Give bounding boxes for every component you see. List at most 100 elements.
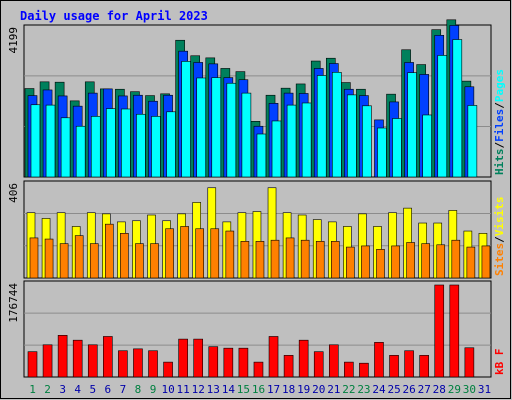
bar-sites-day-28 bbox=[436, 244, 446, 279]
x-label-day-1: 1 bbox=[29, 383, 36, 396]
bar-sites-day-12 bbox=[195, 228, 205, 279]
kbytes-panel: 176744 kB F bbox=[7, 280, 506, 378]
bar-kbytes-day-20 bbox=[313, 351, 324, 378]
bar-sites-day-7 bbox=[120, 233, 129, 279]
x-label-day-13: 13 bbox=[207, 383, 220, 396]
x-label-day-14: 14 bbox=[222, 383, 236, 396]
bar-pages-day-16 bbox=[256, 133, 267, 178]
bar-sites-day-8 bbox=[135, 243, 144, 279]
kbytes-ymax-label: 176744 bbox=[7, 283, 20, 323]
x-label-day-3: 3 bbox=[59, 383, 66, 396]
bar-sites-day-9 bbox=[150, 243, 159, 279]
x-label-day-29: 29 bbox=[448, 383, 461, 396]
bar-pages-day-2 bbox=[45, 104, 56, 178]
bar-pages-day-7 bbox=[121, 108, 131, 178]
bar-kbytes-day-8 bbox=[133, 348, 143, 378]
bar-sites-day-31 bbox=[481, 245, 491, 279]
x-label-day-16: 16 bbox=[252, 383, 265, 396]
bar-kbytes-day-11 bbox=[178, 338, 188, 378]
legend-separator: / bbox=[493, 236, 506, 243]
x-label-day-11: 11 bbox=[177, 383, 190, 396]
bar-pages-day-11 bbox=[181, 61, 191, 178]
bar-pages-day-23 bbox=[362, 105, 372, 178]
legend-kb-f: kB F bbox=[493, 349, 506, 376]
x-label-day-15: 15 bbox=[237, 383, 250, 396]
bar-kbytes-day-24 bbox=[374, 342, 384, 378]
bar-pages-day-18 bbox=[286, 104, 297, 178]
bar-kbytes-day-29 bbox=[449, 284, 460, 378]
x-label-day-27: 27 bbox=[418, 383, 431, 396]
visits-ymax-label: 406 bbox=[7, 183, 20, 203]
bar-kbytes-day-4 bbox=[72, 339, 83, 378]
bar-pages-day-13 bbox=[211, 77, 222, 178]
x-label-day-18: 18 bbox=[282, 383, 295, 396]
bar-pages-day-5 bbox=[90, 116, 101, 178]
bar-pages-day-12 bbox=[196, 77, 207, 178]
bar-pages-day-15 bbox=[241, 92, 252, 178]
legend-separator: / bbox=[493, 102, 506, 109]
legend-visits: Visits bbox=[493, 197, 506, 237]
bar-kbytes-day-12 bbox=[193, 338, 204, 378]
bar-kbytes-day-7 bbox=[118, 350, 128, 378]
visits-panel: 406 Sites/Visits bbox=[7, 180, 506, 279]
bar-pages-day-21 bbox=[331, 72, 342, 178]
legend-sites: Sites bbox=[493, 243, 506, 276]
bar-pages-day-29 bbox=[452, 39, 463, 178]
legend-files: Files bbox=[493, 109, 506, 142]
legend-pages: Pages bbox=[493, 69, 506, 102]
bar-sites-day-6 bbox=[105, 223, 114, 279]
legend-hits: Hits bbox=[493, 149, 506, 176]
bar-kbytes-day-21 bbox=[328, 344, 339, 378]
chart-panels: 4199Hits/Files/Pages406Sites/Visits17674… bbox=[7, 19, 506, 378]
bar-pages-day-10 bbox=[166, 111, 176, 178]
x-label-day-5: 5 bbox=[89, 383, 96, 396]
bar-sites-day-11 bbox=[180, 226, 189, 279]
bar-kbytes-day-6 bbox=[103, 336, 113, 378]
bar-sites-day-10 bbox=[165, 228, 174, 279]
bar-kbytes-day-25 bbox=[389, 355, 399, 378]
bar-pages-day-4 bbox=[75, 125, 86, 178]
x-label-day-30: 30 bbox=[463, 383, 476, 396]
x-label-day-31: 31 bbox=[478, 383, 491, 396]
bar-kbytes-day-26 bbox=[404, 350, 414, 378]
x-label-day-26: 26 bbox=[403, 383, 416, 396]
bar-sites-day-27 bbox=[421, 243, 430, 279]
bar-kbytes-day-13 bbox=[208, 346, 219, 378]
bar-sites-day-29 bbox=[451, 239, 461, 279]
x-label-day-8: 8 bbox=[135, 383, 142, 396]
x-label-day-20: 20 bbox=[312, 383, 325, 396]
bar-kbytes-day-19 bbox=[298, 339, 309, 378]
bar-kbytes-day-22 bbox=[344, 361, 354, 378]
bar-kbytes-day-30 bbox=[464, 347, 475, 378]
bar-kbytes-day-2 bbox=[42, 344, 53, 378]
bar-sites-day-14 bbox=[225, 230, 235, 279]
x-label-day-2: 2 bbox=[44, 383, 51, 396]
x-label-day-22: 22 bbox=[342, 383, 355, 396]
x-label-day-17: 17 bbox=[267, 383, 280, 396]
bar-sites-day-25 bbox=[391, 245, 400, 279]
bar-sites-day-16 bbox=[255, 241, 265, 279]
bar-sites-day-20 bbox=[315, 241, 325, 279]
bar-kbytes-day-3 bbox=[57, 335, 68, 378]
bar-kbytes-day-5 bbox=[87, 344, 98, 378]
bar-sites-day-24 bbox=[376, 249, 385, 279]
x-label-day-19: 19 bbox=[297, 383, 310, 396]
bar-sites-day-5 bbox=[89, 243, 99, 279]
bar-pages-day-14 bbox=[226, 82, 237, 178]
bar-sites-day-19 bbox=[300, 239, 310, 279]
bar-pages-day-19 bbox=[301, 102, 312, 178]
bar-kbytes-day-23 bbox=[359, 362, 369, 378]
bar-sites-day-4 bbox=[74, 235, 84, 279]
bar-kbytes-day-16 bbox=[253, 361, 264, 378]
bar-pages-day-30 bbox=[467, 105, 478, 178]
bar-kbytes-day-9 bbox=[148, 350, 158, 378]
bar-pages-day-20 bbox=[316, 75, 327, 178]
bar-sites-day-1 bbox=[29, 237, 39, 279]
bar-kbytes-day-1 bbox=[27, 351, 38, 378]
bar-kbytes-day-15 bbox=[238, 347, 249, 378]
bar-sites-day-17 bbox=[270, 239, 280, 279]
legend-separator: / bbox=[493, 142, 506, 149]
